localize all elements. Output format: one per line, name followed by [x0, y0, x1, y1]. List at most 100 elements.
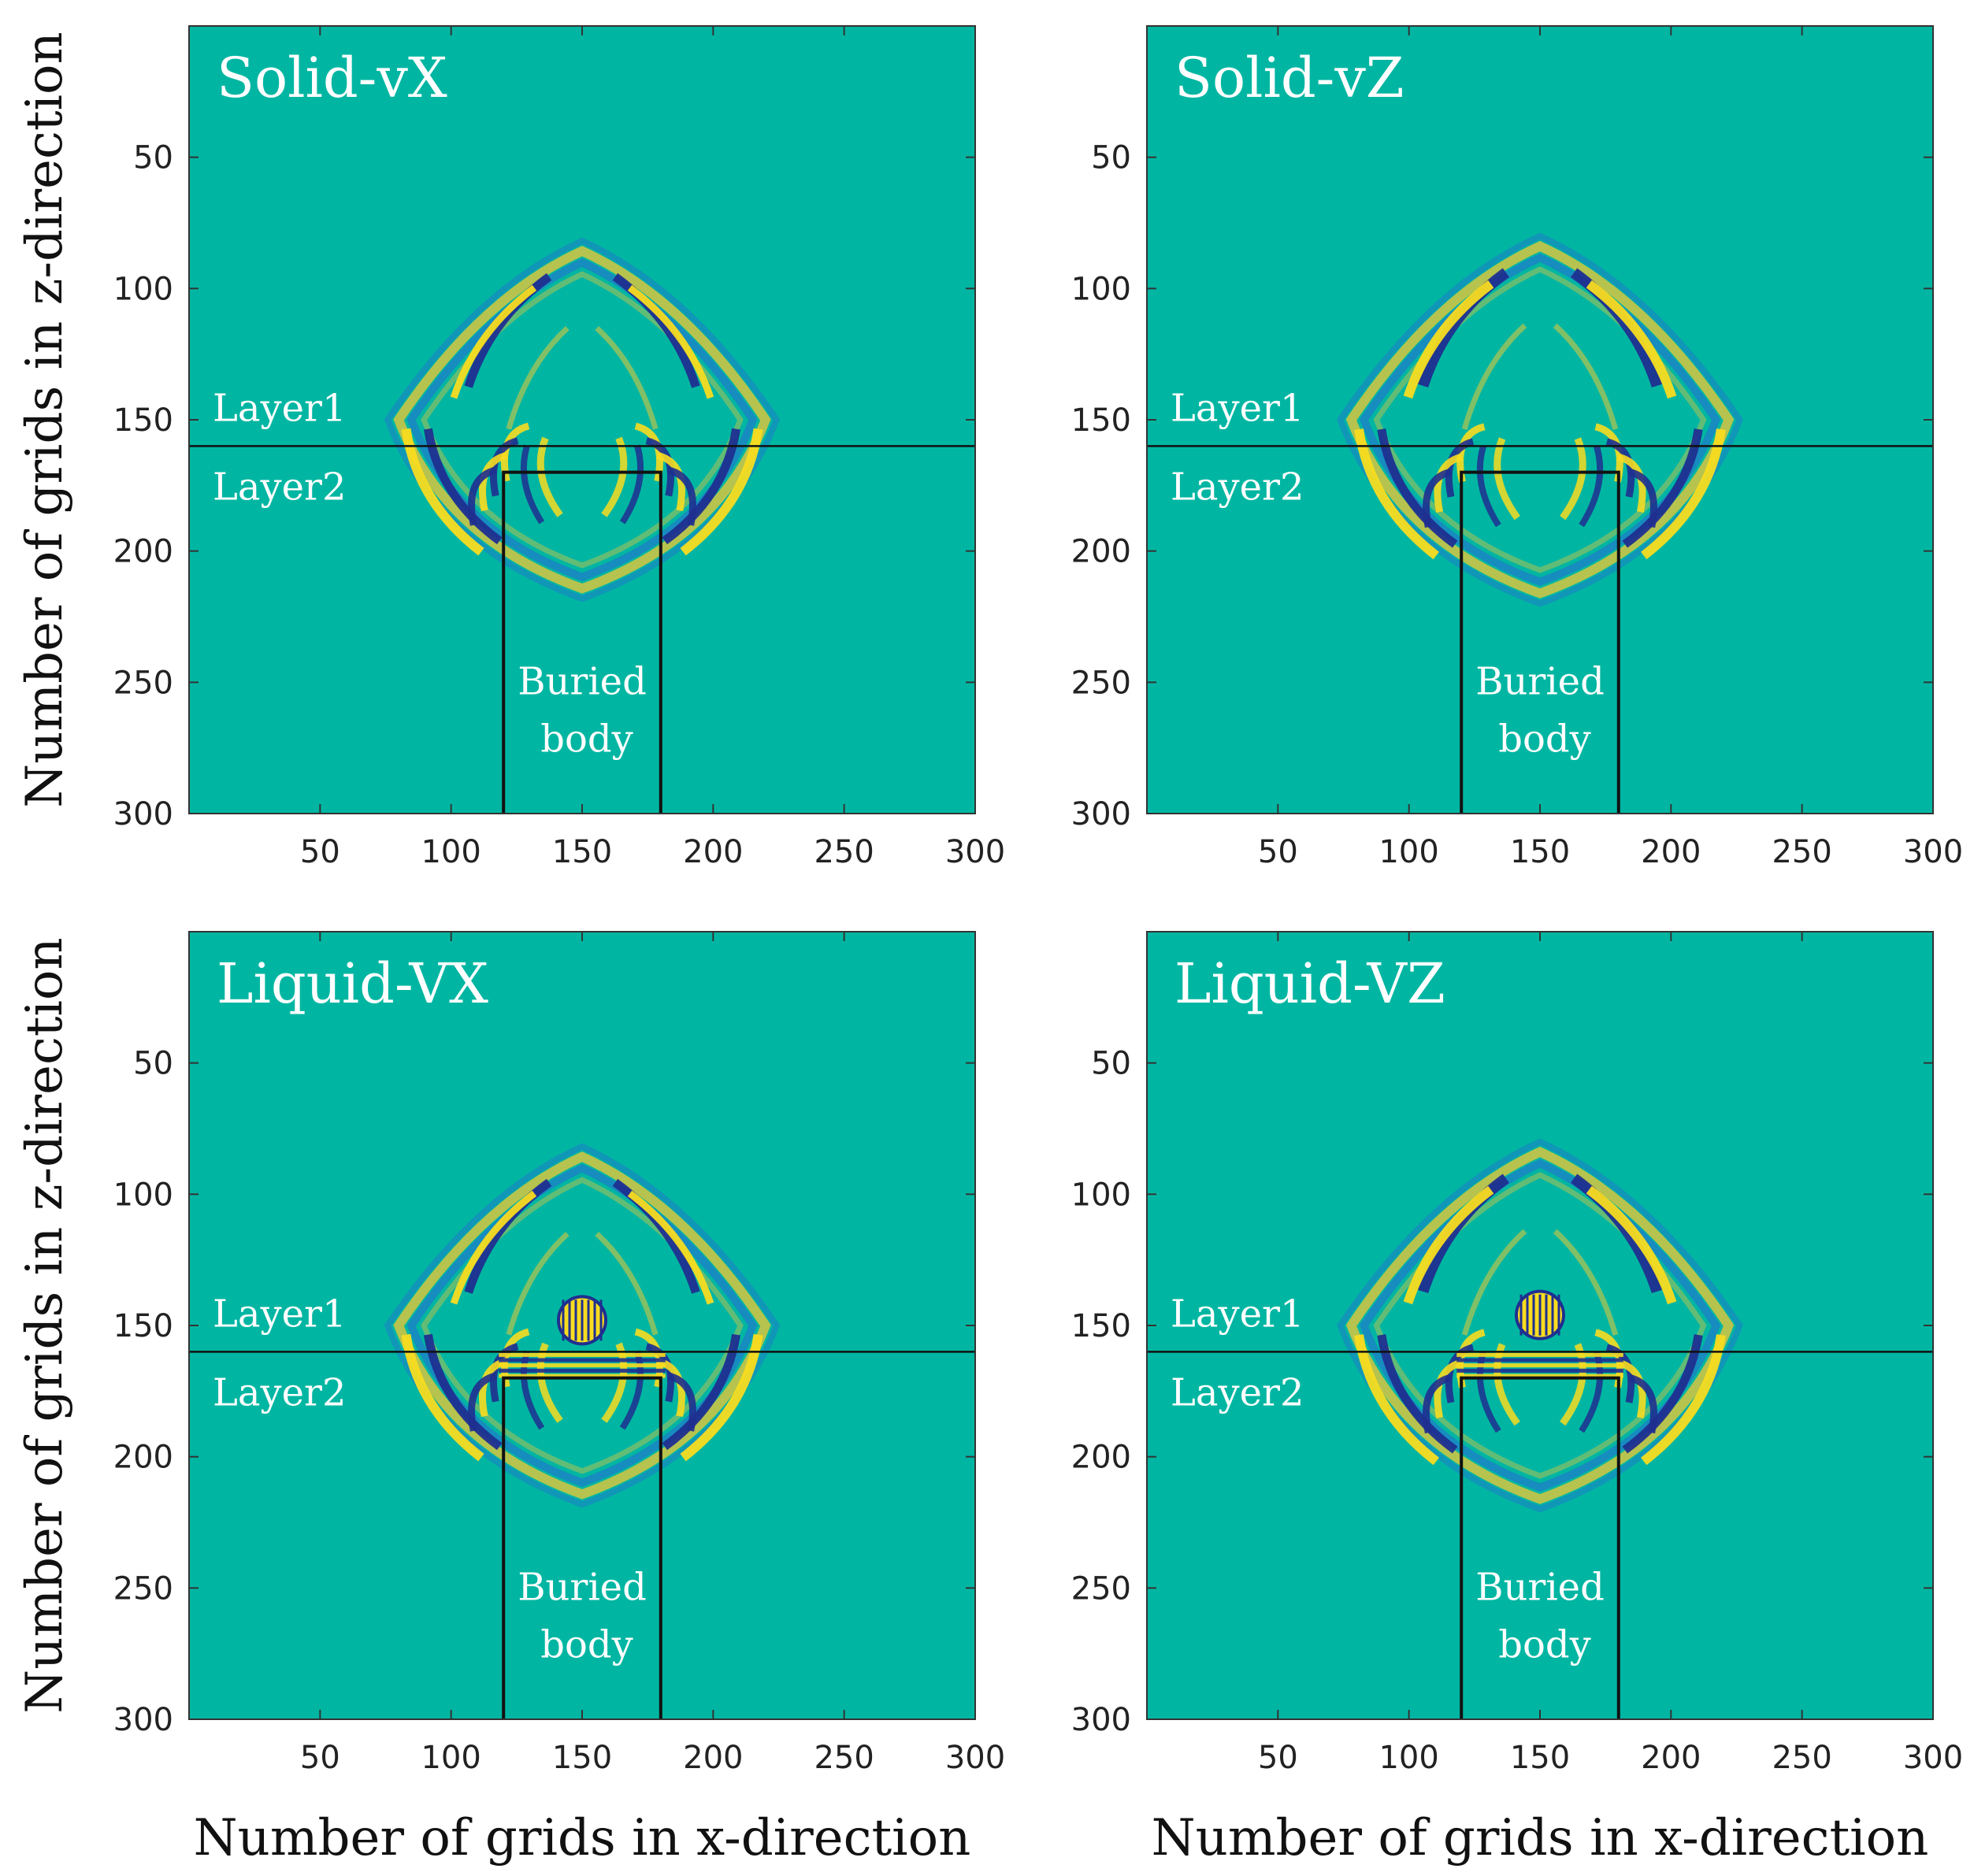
y-tick-label: 300: [1071, 1702, 1131, 1738]
y-tick-label: 200: [1071, 534, 1131, 570]
wave-arc: [450, 1190, 537, 1305]
wave-arc: [619, 444, 644, 525]
layer1-label: Layer1: [213, 386, 347, 430]
wave-arc: [506, 325, 570, 430]
y-tick-label: 100: [1071, 271, 1131, 307]
wave-arc: [1586, 280, 1677, 399]
y-tick-label: 200: [1071, 1440, 1131, 1476]
y-tick-label: 300: [1071, 796, 1131, 832]
buried-body-label: body: [540, 717, 633, 762]
wave-arc: [1553, 323, 1619, 430]
x-tick-label: 200: [1641, 1740, 1701, 1776]
wavefield: [1336, 1138, 1744, 1513]
x-axis-label-left: Number of grids in x-direction: [194, 1809, 971, 1867]
y-tick-label: 250: [1071, 1570, 1131, 1607]
buried-body-label: body: [1498, 1623, 1590, 1667]
wavefront-ring: [1336, 1138, 1744, 1513]
panel-1: 50 100 150 200 250 300 50 100 150 200 250 300 Solid-…: [113, 25, 1005, 870]
wave-arc: [627, 284, 714, 399]
x-tick-label: 50: [1258, 834, 1298, 870]
layer1-label: Layer1: [1171, 1292, 1304, 1336]
x-tick-label: 150: [552, 834, 612, 870]
layer2-label: Layer2: [213, 465, 347, 509]
x-tick-label: 250: [814, 834, 874, 870]
wavefront-ring: [1345, 1147, 1735, 1504]
wave-arc: [450, 284, 537, 399]
x-tick-label: 200: [1641, 834, 1701, 870]
x-tick-label: 150: [1510, 834, 1570, 870]
x-tick-label: 250: [814, 1740, 874, 1776]
panel-4: 50 100 150 200 250 300 50 100 150 200 250 300 Liquid…: [1071, 931, 1963, 1776]
panel-2: 50 100 150 200 250 300 50 100 150 200 250 300 Solid-…: [1071, 25, 1963, 870]
x-tick-label: 100: [421, 1740, 481, 1776]
layer2-label: Layer2: [213, 1370, 347, 1414]
buried-body-outline: [1460, 470, 1620, 814]
y-tick-label: 250: [113, 1570, 173, 1607]
panel-title: Liquid-VZ: [1174, 951, 1445, 1016]
panel-title: Solid-vZ: [1174, 46, 1404, 110]
wave-arc: [520, 444, 545, 525]
wavefront-ring: [384, 1143, 781, 1508]
buried-body-outline: [1460, 1376, 1620, 1719]
x-tick-label: 200: [683, 834, 743, 870]
wavefront-ring: [406, 1163, 758, 1487]
x-tick-label: 50: [300, 834, 340, 870]
x-tick-label: 250: [1772, 1740, 1831, 1776]
wave-arc: [464, 1178, 552, 1294]
buried-body-label: body: [540, 1623, 633, 1667]
wave-arc: [662, 428, 741, 545]
layer2-label: Layer2: [1171, 465, 1304, 509]
wavefront-ring: [1336, 232, 1744, 607]
y-tick-label: 50: [133, 140, 173, 176]
buried-body-label: Buried: [518, 659, 647, 703]
wave-swirl: [1628, 1374, 1657, 1434]
wave-swirl: [468, 466, 497, 526]
x-tick-label: 100: [1378, 834, 1438, 870]
wave-swirl: [1628, 468, 1657, 528]
wave-arc: [627, 1190, 714, 1305]
y-tick-label: 150: [113, 1308, 173, 1344]
buried-body-outline: [502, 470, 662, 814]
wavefront-ring: [1359, 1159, 1721, 1492]
x-tick-label: 250: [1772, 834, 1831, 870]
wave-arc: [1586, 1185, 1677, 1305]
buried-body-outline: [502, 1376, 662, 1719]
layer1-label: Layer1: [1171, 386, 1304, 430]
wave-arc: [423, 428, 503, 545]
buried-body-label: Buried: [1475, 659, 1605, 703]
wave-swirl: [1423, 468, 1452, 528]
y-tick-label: 200: [113, 534, 173, 570]
wave-arc: [595, 1231, 659, 1336]
wave-swirl: [667, 1372, 696, 1432]
buried-body-label: Buried: [518, 1565, 647, 1609]
y-tick-label: 100: [1071, 1177, 1131, 1213]
wave-arc: [662, 1333, 741, 1451]
wave-swirl: [468, 1372, 497, 1432]
wavefront-ring: [406, 258, 758, 581]
buried-body-label: body: [1498, 717, 1590, 762]
wave-arc: [506, 1231, 570, 1336]
wavefront-ring: [393, 1151, 771, 1500]
wave-arc: [464, 273, 552, 388]
wavefront-ring: [384, 237, 781, 602]
y-tick-label: 150: [113, 402, 173, 439]
y-tick-label: 300: [113, 1702, 173, 1738]
wave-arc: [1403, 280, 1494, 399]
x-tick-label: 50: [300, 1740, 340, 1776]
panel-title: Liquid-VX: [217, 951, 488, 1016]
x-tick-label: 150: [1510, 1740, 1570, 1776]
layer1-label: Layer1: [213, 1292, 347, 1336]
wave-arc: [612, 273, 700, 388]
buried-body-label: Buried: [1475, 1565, 1605, 1609]
wavefront-ring: [1345, 241, 1735, 599]
y-tick-label: 100: [113, 1177, 173, 1213]
wave-arc: [1403, 1185, 1494, 1305]
y-tick-label: 250: [113, 665, 173, 701]
wave-swirl: [667, 466, 696, 526]
heatmap-background: [189, 26, 975, 814]
x-tick-label: 200: [683, 1740, 743, 1776]
y-tick-label: 50: [1091, 140, 1131, 176]
wave-arc: [1553, 1229, 1619, 1336]
wave-arc: [1641, 428, 1726, 560]
